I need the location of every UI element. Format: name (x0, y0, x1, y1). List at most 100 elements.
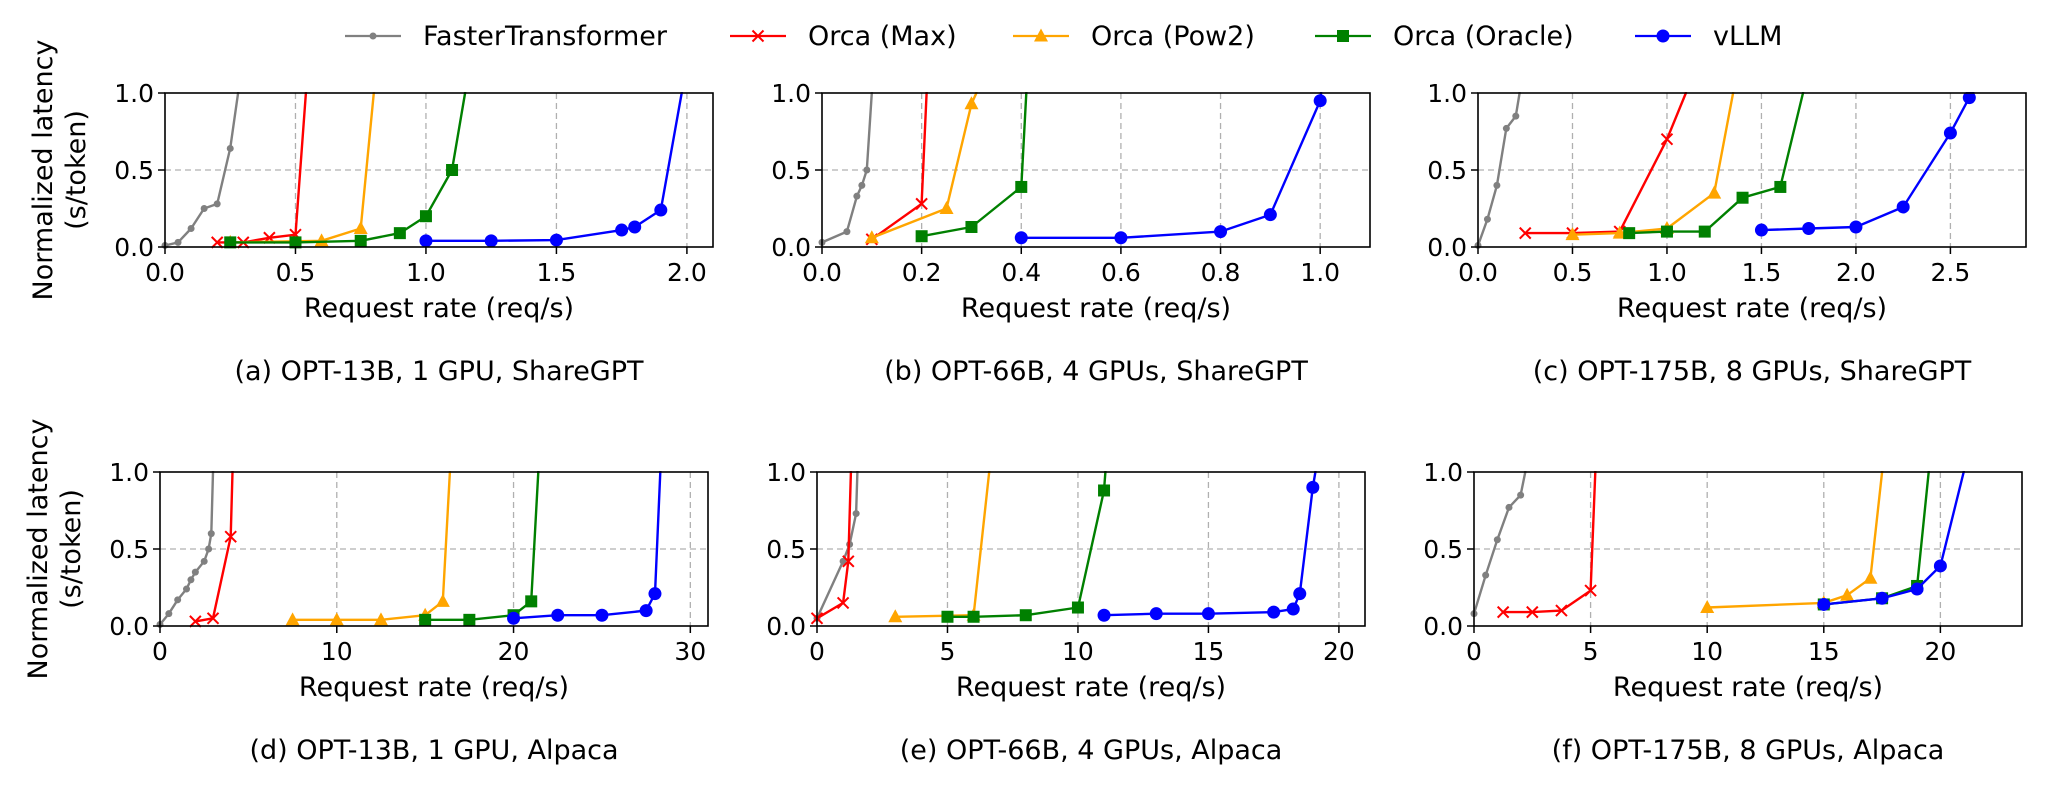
legend-label: vLLM (1713, 21, 1782, 52)
series-line (1021, 92, 1323, 240)
data-point (1482, 571, 1490, 579)
data-point (595, 608, 609, 622)
series-fastertransformer (813, 471, 860, 622)
series-line (895, 471, 991, 618)
subplot-f: 0 5 10 15 20 Request rate (req/s) 0.0 0.5 1.0 (f)… (1423, 458, 2023, 766)
series-vllm (1817, 471, 1966, 611)
data-point (852, 510, 860, 518)
y-axis-label-line2: (s/token) (56, 489, 87, 609)
series-fastertransformer (156, 471, 215, 628)
data-point (853, 192, 861, 200)
series-line (159, 471, 215, 626)
series-line (292, 471, 452, 621)
y-axis: 0.0 0.5 1.0 Normalized latency(s/token) (23, 419, 160, 679)
data-point (210, 236, 224, 249)
data-point (224, 236, 237, 249)
x-tick-label: 20 (498, 637, 530, 666)
data-point (174, 596, 182, 604)
y-axis: 0.0 0.5 1.0 (1427, 79, 1478, 262)
series-vllm (1097, 471, 1320, 622)
data-point (1015, 180, 1028, 193)
x-axis: 0 10 20 30 Request rate (req/s) (152, 626, 706, 703)
data-point (1774, 180, 1787, 193)
x-tick-label: 0.0 (1458, 258, 1498, 287)
legend-label: Orca (Max) (808, 21, 957, 52)
subplot-caption: (b) OPT-66B, 4 GPUs, ShareGPT (884, 356, 1308, 387)
gridlines (822, 93, 1370, 247)
series-line (1823, 471, 1966, 606)
data-point (836, 596, 850, 610)
data-point (165, 610, 173, 618)
data-point (484, 234, 498, 248)
series-orca-pow2 (1700, 471, 1884, 614)
data-point (1849, 220, 1863, 234)
series-line (947, 471, 1107, 618)
data-point (1707, 185, 1722, 199)
x-tick-label: 2.0 (1836, 258, 1876, 287)
series-line (425, 471, 540, 621)
data-point (205, 545, 213, 553)
series-orca-oracle (941, 471, 1111, 623)
series-line (230, 92, 467, 244)
data-point (354, 234, 367, 247)
subplot-caption: (f) OPT-175B, 8 GPUs, Alpaca (1552, 735, 1945, 766)
data-point (939, 201, 954, 214)
series-line (426, 92, 683, 243)
series-line (195, 471, 234, 623)
series-line (871, 92, 928, 241)
y-tick-label: 0.5 (109, 535, 149, 564)
x-tick-label: 10 (1062, 637, 1094, 666)
y-axis: 0.0 0.5 1.0 Normalized latency(s/token) (28, 40, 165, 300)
series-fastertransformer (1470, 471, 1527, 618)
subplot-e: 0 5 10 15 20 Request rate (req/s) 0.0 0.5 1.0 (e)… (766, 458, 1366, 766)
gridlines (1474, 472, 2022, 626)
data-point (1483, 215, 1491, 223)
x-tick-label: 2.5 (1931, 258, 1971, 287)
x-tick-label: 0.0 (145, 258, 185, 287)
y-tick-label: 0.5 (771, 156, 811, 185)
x-axis-label: Request rate (req/s) (956, 672, 1226, 703)
series-line (230, 92, 376, 244)
y-tick-label: 0.0 (109, 612, 149, 641)
series-line (1503, 471, 1597, 614)
data-point (463, 613, 476, 626)
series-line (1472, 471, 1527, 615)
y-tick-label: 0.5 (1427, 156, 1467, 185)
series-orca-oracle (419, 471, 540, 626)
series-layer (161, 92, 683, 249)
x-tick-label: 1.0 (1300, 258, 1340, 287)
data-point (1962, 92, 1976, 105)
y-tick-label: 0.5 (114, 156, 154, 185)
x-axis-label: Request rate (req/s) (961, 293, 1231, 324)
series-orca-pow2 (1565, 92, 1735, 241)
series-layer (810, 471, 1320, 625)
series-line (821, 92, 874, 244)
series-orca-max (1496, 471, 1597, 619)
x-tick-label: 1.0 (406, 258, 446, 287)
data-point (654, 203, 668, 217)
data-point (1493, 536, 1501, 544)
data-point (1660, 132, 1674, 146)
subplot-caption: (c) OPT-175B, 8 GPUs, ShareGPT (1533, 356, 1972, 387)
data-point (1584, 584, 1597, 597)
data-point (549, 233, 563, 247)
data-point (1019, 609, 1032, 622)
x-tick-label: 5 (1583, 637, 1599, 666)
data-point (393, 227, 406, 240)
x-tick-label: 1.5 (1742, 258, 1782, 287)
data-point (1736, 191, 1749, 204)
series-fastertransformer (818, 92, 874, 246)
data-point (226, 144, 234, 152)
x-axis: 0.0 0.5 1.0 1.5 2.0 2.5 Request rate (req/s) (1458, 247, 1970, 324)
y-tick-label: 1.0 (1427, 79, 1467, 108)
x-tick-label: 1.0 (1647, 258, 1687, 287)
x-tick-label: 10 (1691, 637, 1723, 666)
y-tick-label: 1.0 (109, 458, 149, 487)
data-point (1306, 480, 1320, 494)
series-orca-max (810, 471, 855, 625)
data-point (1293, 587, 1307, 601)
data-point (353, 221, 368, 235)
data-point (839, 557, 847, 565)
series-orca-max (1519, 92, 1688, 240)
x-tick-label: 0.5 (276, 258, 316, 287)
